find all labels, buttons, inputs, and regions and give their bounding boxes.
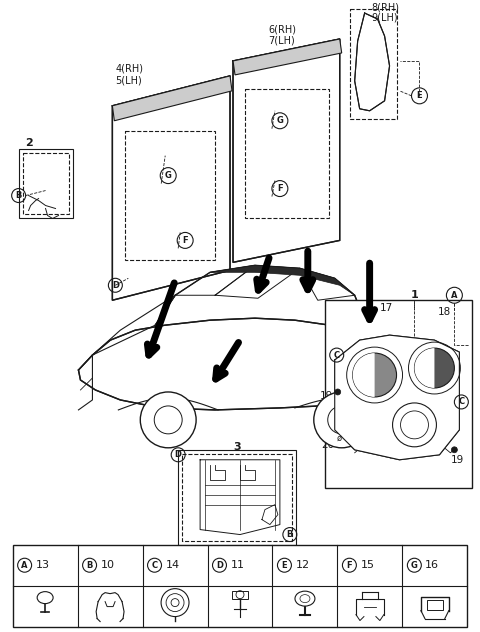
Text: B: B [15, 191, 22, 200]
Polygon shape [112, 76, 232, 121]
Text: F: F [277, 184, 283, 193]
Text: 18: 18 [438, 307, 451, 317]
Circle shape [415, 348, 455, 388]
Text: 9(LH): 9(LH) [372, 12, 398, 22]
Text: 10: 10 [100, 560, 115, 570]
Bar [178, 450, 296, 545]
Text: 20: 20 [321, 440, 334, 450]
Text: A: A [22, 561, 28, 569]
Ellipse shape [37, 592, 53, 604]
Text: 19: 19 [320, 391, 334, 401]
Text: 19: 19 [451, 455, 464, 465]
Bar [427, 600, 443, 610]
Text: 6(RH): 6(RH) [268, 24, 296, 34]
Text: D: D [175, 450, 181, 459]
Text: 16: 16 [425, 560, 439, 570]
Text: 2: 2 [25, 138, 33, 148]
Wedge shape [353, 353, 374, 397]
Polygon shape [233, 39, 342, 75]
Text: 5(LH): 5(LH) [115, 76, 142, 86]
Text: E: E [282, 561, 287, 569]
Circle shape [314, 392, 370, 448]
Text: G: G [276, 116, 283, 125]
Bar [232, 591, 248, 599]
Bar [325, 300, 472, 488]
Text: A: A [451, 291, 457, 300]
Text: 14: 14 [166, 560, 180, 570]
Bar [182, 454, 292, 540]
Text: 12: 12 [295, 560, 310, 570]
Polygon shape [112, 76, 230, 300]
Text: D: D [216, 561, 223, 569]
Wedge shape [415, 348, 434, 388]
Text: C: C [458, 398, 465, 406]
Polygon shape [233, 39, 340, 262]
Text: D: D [112, 281, 119, 290]
Text: 8(RH): 8(RH) [372, 2, 400, 12]
Text: E: E [417, 92, 422, 100]
Circle shape [451, 447, 457, 453]
Text: C: C [334, 351, 340, 360]
Text: 3: 3 [233, 442, 241, 452]
Text: C: C [152, 561, 157, 569]
Text: 4(RH): 4(RH) [115, 64, 144, 74]
Circle shape [353, 353, 396, 397]
Text: F: F [347, 561, 352, 569]
Bar [12, 545, 468, 628]
Bar [245, 89, 329, 219]
Text: 15: 15 [360, 560, 374, 570]
Text: G: G [411, 561, 418, 569]
Polygon shape [78, 318, 405, 410]
Circle shape [140, 392, 196, 448]
Bar [350, 9, 396, 119]
Text: G: G [165, 171, 172, 180]
Polygon shape [210, 265, 355, 295]
Polygon shape [355, 13, 390, 111]
Text: 17: 17 [380, 303, 393, 313]
Text: B: B [287, 530, 293, 539]
Polygon shape [335, 335, 459, 459]
Ellipse shape [295, 591, 315, 606]
Text: 11: 11 [230, 560, 244, 570]
Text: 1: 1 [410, 290, 419, 300]
Bar [23, 153, 70, 214]
Bar [125, 131, 215, 260]
Text: 7(LH): 7(LH) [268, 36, 295, 46]
Text: 13: 13 [36, 560, 49, 570]
Bar [19, 149, 73, 219]
Text: ø: ø [337, 434, 342, 442]
Circle shape [335, 389, 341, 395]
Text: F: F [182, 236, 188, 245]
Text: B: B [86, 561, 93, 569]
